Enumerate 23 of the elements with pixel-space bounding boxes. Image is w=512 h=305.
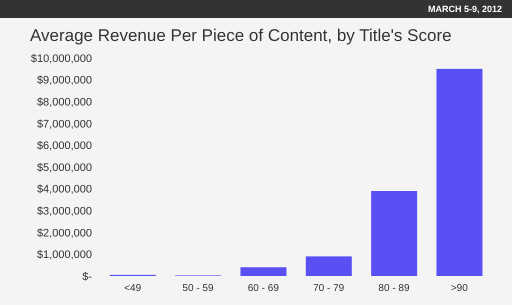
x-tick-label: 80 - 89 <box>378 283 410 294</box>
x-tick-label: >90 <box>450 283 468 294</box>
x-tick-label: 60 - 69 <box>248 283 280 294</box>
y-tick-label: $2,000,000 <box>36 227 92 240</box>
y-tick-label: $8,000,000 <box>36 96 92 109</box>
y-tick-label: $4,000,000 <box>36 184 92 196</box>
y-tick-label: $3,000,000 <box>36 206 92 218</box>
bar <box>306 256 352 276</box>
y-tick-label: $6,000,000 <box>36 140 92 152</box>
y-tick-label: $9,000,000 <box>36 74 92 87</box>
y-tick-label: $7,000,000 <box>36 118 92 130</box>
chart-title: Average Revenue Per Piece of Content, by Title's Score <box>29 25 453 47</box>
x-tick-label: 70 - 79 <box>313 283 345 294</box>
text: MARCH 5-9, 2012 <box>428 4 502 14</box>
y-tick-label: $1,000,000 <box>36 249 92 262</box>
y-tick-label: $10,000,000 <box>30 52 92 65</box>
bar <box>371 190 418 276</box>
bar <box>240 267 286 276</box>
bar <box>436 68 482 276</box>
y-tick-label: $5,000,000 <box>36 162 92 174</box>
x-tick-label: <49 <box>124 283 142 294</box>
x-tick-label: 50 - 59 <box>182 283 214 294</box>
y-tick-label: $- <box>82 270 92 283</box>
